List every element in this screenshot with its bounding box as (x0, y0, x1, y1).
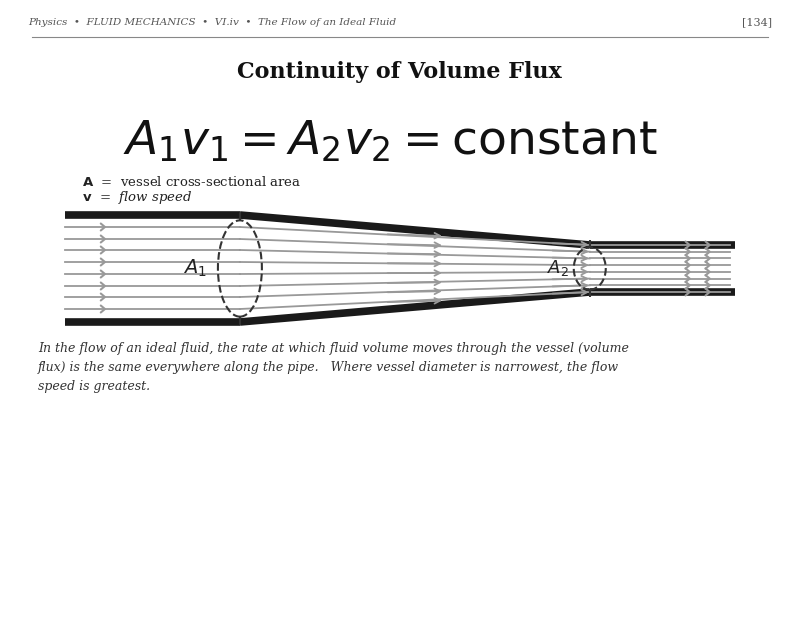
Text: Continuity of Volume Flux: Continuity of Volume Flux (238, 61, 562, 83)
Text: [134]: [134] (742, 17, 772, 27)
Text: $A_1 v_1 = A_2 v_2 = \mathrm{constant}$: $A_1 v_1 = A_2 v_2 = \mathrm{constant}$ (122, 119, 657, 165)
Text: $A_1$: $A_1$ (183, 258, 206, 279)
Text: $\mathbf{A}$  =  vessel cross-sectional area: $\mathbf{A}$ = vessel cross-sectional ar… (82, 175, 302, 189)
Text: $\mathbf{v}$  =  flow speed: $\mathbf{v}$ = flow speed (82, 189, 192, 205)
Text: Physics  •  FLUID MECHANICS  •  VI.iv  •  The Flow of an Ideal Fluid: Physics • FLUID MECHANICS • VI.iv • The … (28, 18, 396, 27)
Text: $A_2$: $A_2$ (546, 259, 569, 278)
Text: In the flow of an ideal fluid, the rate at which fluid volume moves through the : In the flow of an ideal fluid, the rate … (38, 342, 629, 393)
